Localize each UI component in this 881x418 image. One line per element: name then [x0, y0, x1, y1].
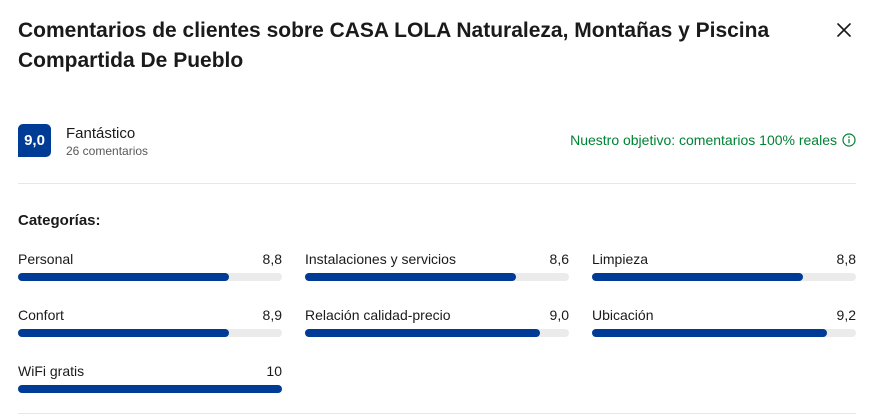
category-bar-fill — [305, 329, 540, 337]
category-bar-fill — [18, 273, 230, 281]
review-score-summary: 9,0 Fantástico 26 comentarios Nuestro ob… — [18, 124, 856, 158]
category-bar-fill — [18, 329, 230, 337]
category-item: Limpieza 8,8 — [592, 251, 856, 283]
category-bar-fill — [592, 273, 804, 281]
category-item: Instalaciones y servicios 8,6 — [305, 251, 569, 283]
category-item: Relación calidad-precio 9,0 — [305, 307, 569, 339]
category-bar-track — [305, 329, 569, 337]
category-label: Relación calidad-precio — [305, 307, 451, 323]
category-bar-fill — [18, 385, 282, 393]
objective-link[interactable]: Nuestro objetivo: comentarios 100% reale… — [570, 132, 856, 148]
close-icon — [837, 23, 851, 37]
category-bar-track — [18, 329, 282, 337]
category-bar-track — [592, 273, 856, 281]
category-score: 8,8 — [262, 251, 282, 267]
category-label: Confort — [18, 307, 64, 323]
divider — [18, 183, 856, 184]
review-count: 26 comentarios — [66, 144, 149, 158]
category-label: Ubicación — [592, 307, 654, 323]
categories-title: Categorías: — [18, 212, 101, 229]
category-score: 8,6 — [549, 251, 569, 267]
category-label: WiFi gratis — [18, 363, 85, 379]
info-icon — [842, 133, 856, 147]
category-score: 9,0 — [549, 307, 569, 323]
objective-text: Nuestro objetivo: comentarios 100% reale… — [570, 132, 837, 148]
divider — [18, 413, 856, 414]
score-badge: 9,0 — [18, 124, 51, 157]
category-score: 9,2 — [836, 307, 856, 323]
rating-word: Fantástico — [66, 125, 136, 142]
category-item: Ubicación 9,2 — [592, 307, 856, 339]
category-label: Limpieza — [592, 251, 649, 267]
category-bar-track — [18, 273, 282, 281]
modal-title: Comentarios de clientes sobre CASA LOLA … — [18, 19, 770, 72]
category-item: WiFi gratis 10 — [18, 363, 282, 395]
category-item: Confort 8,9 — [18, 307, 282, 339]
category-bar-fill — [592, 329, 827, 337]
category-score: 10 — [266, 363, 282, 379]
category-bar-fill — [305, 273, 517, 281]
category-score: 8,9 — [262, 307, 282, 323]
category-label: Personal — [18, 251, 74, 267]
category-item: Personal 8,8 — [18, 251, 282, 283]
category-bar-track — [305, 273, 569, 281]
category-bar-track — [18, 385, 282, 393]
category-label: Instalaciones y servicios — [305, 251, 456, 267]
category-bar-track — [592, 329, 856, 337]
close-button[interactable] — [830, 16, 858, 44]
category-score: 8,8 — [836, 251, 856, 267]
